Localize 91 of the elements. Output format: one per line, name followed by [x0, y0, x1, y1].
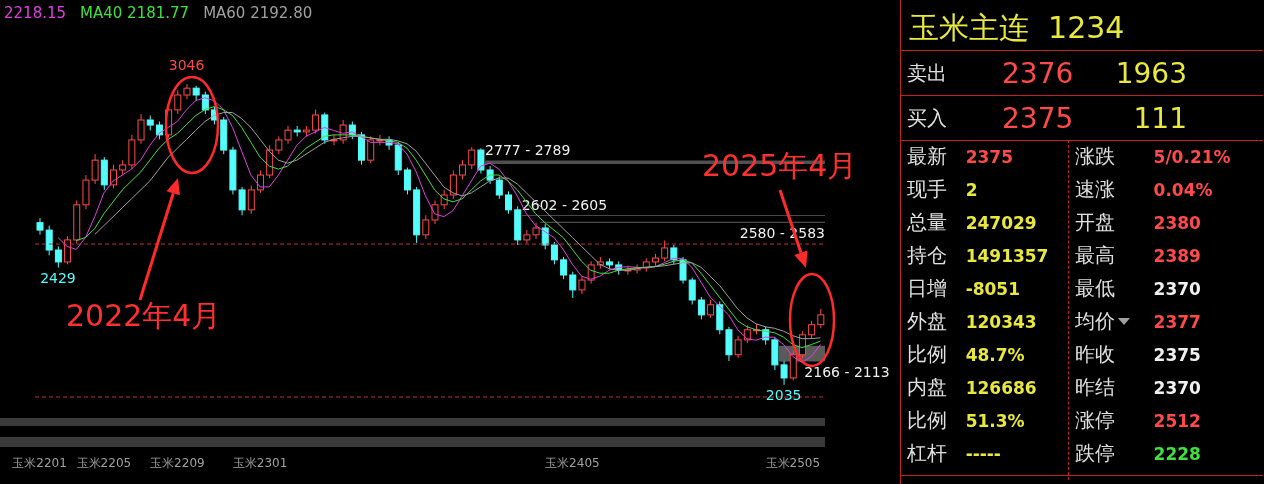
text: 1491357 [965, 245, 1050, 266]
text: 2375 [1002, 101, 1075, 135]
candlestick [661, 240, 669, 262]
x-tick-label: 玉米2201 [12, 456, 67, 470]
text: 涨停 [1074, 407, 1117, 434]
text: 卖出 [906, 59, 948, 87]
text: 247029 [965, 212, 1038, 233]
x-tick-label: 玉米2405 [545, 456, 600, 470]
band-label: 2166 - 2113 [804, 363, 890, 380]
text: 持仓 [906, 242, 948, 269]
text: -8051 [965, 278, 1021, 299]
text: 2218.15 [4, 4, 67, 22]
text: 2389 [1153, 245, 1202, 266]
text: 玉米主连 1234 [909, 9, 1125, 47]
candlestick [247, 184, 255, 215]
text: 比例 [906, 341, 948, 368]
candlestick [174, 89, 182, 115]
annotation: 2429 [40, 269, 76, 286]
candlestick [109, 164, 117, 189]
candlestick [64, 235, 72, 265]
text: 比例 [906, 407, 948, 434]
candlestick [459, 159, 467, 181]
text: 总量 [906, 209, 948, 236]
candlestick [560, 256, 568, 280]
text: 杠杆 [906, 440, 948, 467]
x-tick-label: 玉米2505 [765, 456, 821, 470]
text: 48.7% [965, 344, 1026, 365]
text: 2375 [965, 146, 1014, 167]
text: 5/0.21% [1153, 146, 1232, 167]
candlestick [569, 271, 577, 299]
text: 速涨 [1074, 176, 1117, 203]
text: 126686 [965, 377, 1038, 398]
text: 2 [965, 179, 979, 200]
text: 0.04% [1153, 179, 1214, 200]
text: 最新 [906, 143, 948, 170]
candlestick [376, 134, 384, 146]
candlestick [789, 350, 797, 381]
text: 2380 [1153, 212, 1202, 233]
text: ----- [965, 443, 1002, 464]
candlestick [504, 190, 512, 215]
candlestick [422, 214, 430, 240]
band-label: 2777 - 2789 [485, 142, 571, 159]
candlestick [670, 244, 678, 265]
text: 51.3% [965, 410, 1026, 431]
text: 2512 [1153, 410, 1202, 431]
text: 开盘 [1074, 209, 1117, 236]
text: 昨收 [1074, 341, 1117, 368]
text: 111 [1132, 101, 1187, 135]
candlestick [688, 277, 696, 305]
text: MA60 2192.80 [203, 4, 313, 22]
text: 2370 [1153, 377, 1202, 398]
text: 外盘 [906, 308, 948, 335]
text: 涨跌 [1074, 143, 1117, 170]
x-tick-label: 玉米2205 [76, 456, 132, 470]
text: 最低 [1074, 275, 1117, 302]
text: MA40 2181.77 [80, 4, 190, 22]
x-tick-label: 玉米2301 [232, 456, 288, 470]
candlestick [734, 335, 742, 359]
candlestick [45, 225, 53, 256]
text: 昨结 [1074, 374, 1117, 401]
text: 120343 [965, 311, 1038, 332]
text: 内盘 [906, 374, 948, 401]
annotation: 2022年4月 [66, 297, 222, 335]
text: 日增 [906, 275, 948, 302]
candlestick [36, 217, 44, 236]
candlestick [449, 170, 457, 200]
annotation: 3046 [168, 57, 205, 73]
candlestick [697, 296, 705, 320]
text: 买入 [906, 104, 948, 132]
text: 2377 [1153, 311, 1202, 332]
candlestick [817, 308, 825, 329]
annotation: 2025年4月 [702, 147, 858, 185]
text: 2376 [1002, 56, 1075, 90]
text: 2375 [1153, 344, 1202, 365]
text: 跌停 [1074, 440, 1117, 467]
candlestick [468, 146, 476, 170]
candlestick [679, 256, 687, 285]
annotation: 2035 [765, 386, 802, 403]
candlestick [183, 84, 191, 100]
x-tick-label: 玉米2209 [150, 456, 205, 470]
candlestick [54, 245, 62, 269]
text: 1963 [1114, 56, 1187, 90]
candlestick [550, 241, 558, 265]
text: 现手 [906, 176, 948, 203]
text: 均价 [1074, 308, 1117, 335]
text: 2228 [1153, 443, 1202, 464]
candlestick [403, 167, 411, 195]
text: 最高 [1074, 242, 1117, 269]
candlestick [367, 135, 375, 164]
candlestick [312, 109, 320, 134]
text: 2370 [1153, 278, 1202, 299]
